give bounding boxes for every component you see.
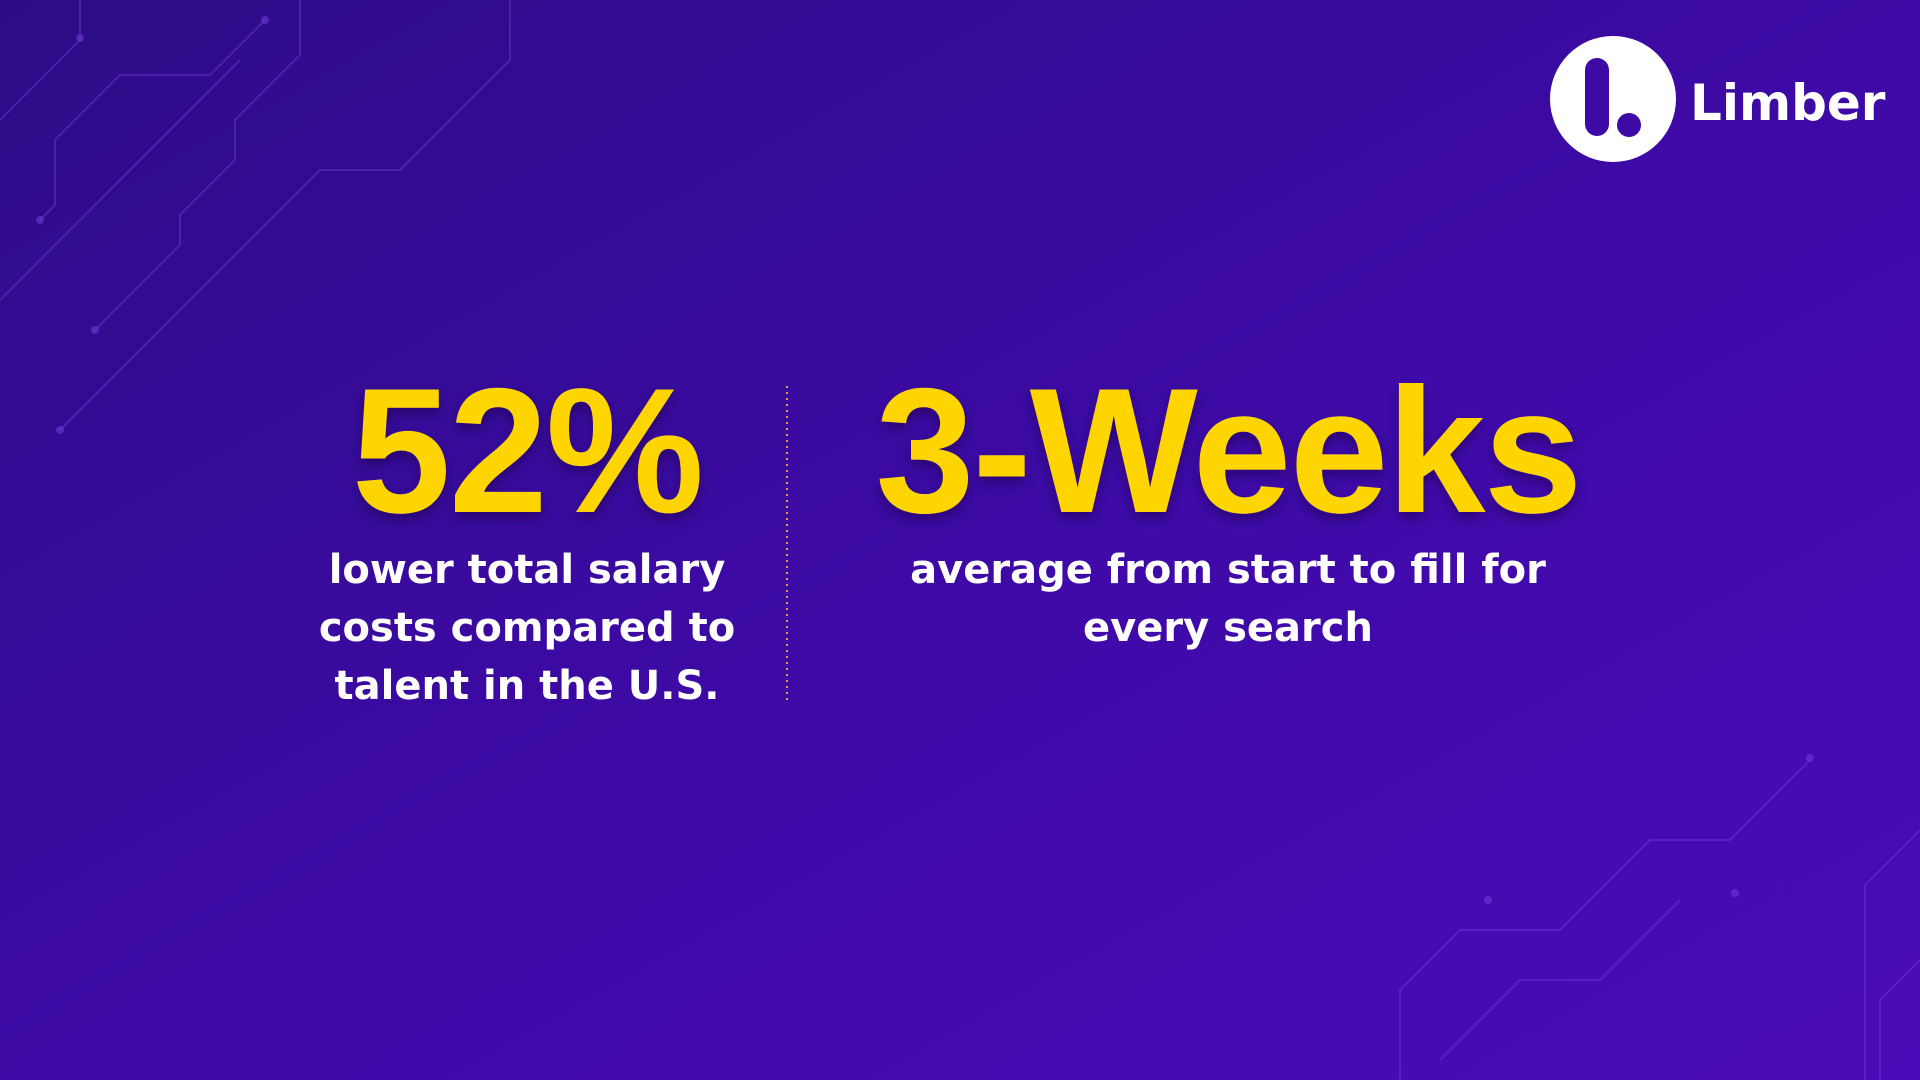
description-line: costs compared to (319, 605, 735, 651)
stat-description: average from start to fill for every sear… (910, 547, 1546, 651)
logo-name: Limber (1690, 74, 1886, 132)
logo-circle (1550, 36, 1676, 162)
description-line: lower total salary (329, 547, 726, 593)
description-line: every search (1083, 605, 1373, 651)
logo-bar (1585, 58, 1609, 136)
description-line: talent in the U.S. (335, 663, 720, 709)
logo-dot (1617, 113, 1641, 137)
stat-value: 3-Weeks (875, 351, 1580, 550)
logo: Limber (1550, 36, 1886, 162)
description-line: average from start to fill for (910, 547, 1546, 593)
stat-description: lower total salary costs compared to talen… (319, 547, 735, 709)
stat-value: 52% (352, 351, 702, 550)
